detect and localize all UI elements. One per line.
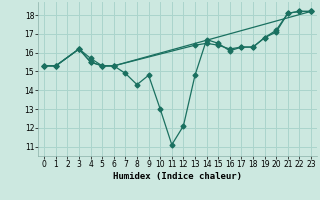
X-axis label: Humidex (Indice chaleur): Humidex (Indice chaleur) <box>113 172 242 181</box>
